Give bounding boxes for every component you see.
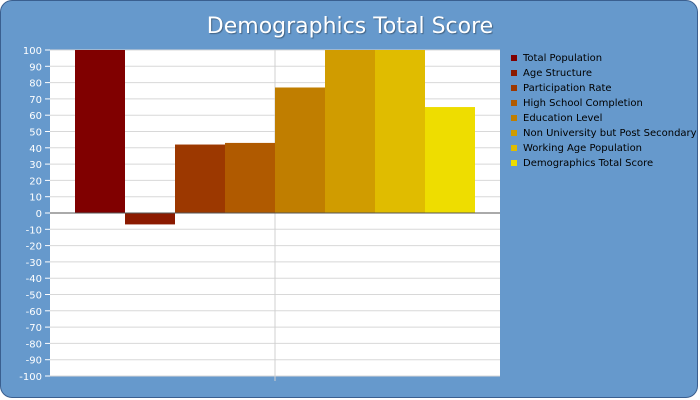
y-tick-label: 60 xyxy=(29,111,42,122)
y-tick-label: 70 xyxy=(29,95,42,106)
legend-label: Working Age Population xyxy=(523,143,642,154)
legend-label: Education Level xyxy=(523,113,602,124)
y-tick-label: -60 xyxy=(26,307,42,318)
legend-label: Participation Rate xyxy=(523,83,612,94)
bar xyxy=(375,50,425,213)
bar xyxy=(275,87,325,213)
y-tick-label: 0 xyxy=(36,209,42,220)
bar xyxy=(125,213,175,225)
y-tick-label: -20 xyxy=(26,242,42,253)
y-tick-label: -100 xyxy=(19,372,42,383)
legend-label: Total Population xyxy=(522,53,602,64)
y-tick-label: 100 xyxy=(23,46,42,57)
y-tick-label: 80 xyxy=(29,79,42,90)
legend-swatch xyxy=(511,115,517,121)
bar xyxy=(75,50,125,213)
bars xyxy=(75,50,475,225)
legend-swatch xyxy=(511,160,517,166)
y-tick-label: 50 xyxy=(29,128,42,139)
y-tick-label: -30 xyxy=(26,258,42,269)
y-tick-label: -40 xyxy=(26,274,42,285)
legend-swatch xyxy=(511,100,517,106)
chart-title: Demographics Total Score xyxy=(206,14,494,39)
legend-label: Age Structure xyxy=(523,68,592,79)
bar xyxy=(175,144,225,213)
bar xyxy=(425,107,475,213)
y-tick-label: 40 xyxy=(29,144,42,155)
y-tick-label: -90 xyxy=(26,356,42,367)
bar xyxy=(325,50,375,213)
legend-swatch xyxy=(511,145,517,151)
legend-label: High School Completion xyxy=(523,98,643,109)
y-tick-label: 30 xyxy=(29,160,42,171)
y-tick-label: -50 xyxy=(26,291,42,302)
legend-label: Demographics Total Score xyxy=(523,158,653,169)
y-tick-label: 20 xyxy=(29,176,42,187)
bar xyxy=(225,142,275,213)
legend-swatch xyxy=(511,70,517,76)
y-tick-label: -70 xyxy=(26,323,42,334)
legend: Total Population Age Structure Participati… xyxy=(511,53,697,169)
y-axis-ticks: -100-90-80-70-60-50-40-30-20-10010203040… xyxy=(19,46,50,383)
legend-swatch xyxy=(511,130,517,136)
legend-swatch xyxy=(511,85,517,91)
y-tick-label: 10 xyxy=(29,193,42,204)
legend-swatch xyxy=(511,55,517,61)
y-tick-label: -10 xyxy=(26,225,42,236)
y-tick-label: -80 xyxy=(26,339,42,350)
y-tick-label: 90 xyxy=(29,62,42,73)
legend-label: Non University but Post Secondary xyxy=(523,128,697,139)
